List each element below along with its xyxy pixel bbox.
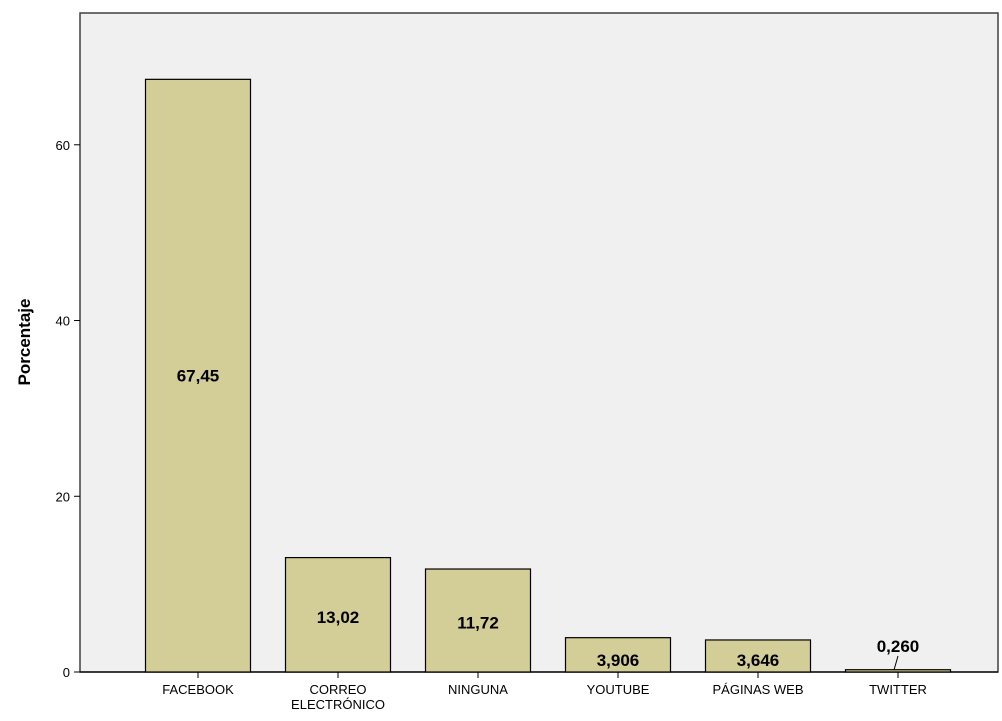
data-label: 11,72 bbox=[457, 614, 499, 633]
bar bbox=[564, 637, 672, 673]
y-axis: 0 20 40 60 bbox=[56, 138, 80, 680]
x-tick-label: YOUTUBE bbox=[587, 682, 650, 697]
y-tick-label: 40 bbox=[56, 314, 70, 329]
bar bbox=[424, 568, 532, 673]
y-tick-label: 60 bbox=[56, 138, 70, 153]
data-label: 13,02 bbox=[317, 608, 360, 627]
y-tick-label: 0 bbox=[63, 665, 70, 680]
data-label: 3,646 bbox=[737, 651, 780, 670]
bar bbox=[704, 639, 812, 673]
data-label: 0,260 bbox=[877, 637, 920, 656]
data-label: 67,45 bbox=[177, 367, 220, 386]
bar bbox=[844, 669, 952, 673]
x-tick-label: NINGUNA bbox=[448, 682, 508, 697]
x-tick-label: TWITTER bbox=[869, 682, 927, 697]
leader-line bbox=[893, 655, 899, 671]
y-axis-title: Porcentaje bbox=[15, 299, 34, 386]
x-axis: FACEBOOK CORREO ELECTRÓNICO NINGUNA YOUTUBE P… bbox=[80, 671, 998, 712]
x-tick-label: PÁGINAS WEB bbox=[712, 682, 803, 697]
data-label: 3,906 bbox=[597, 651, 640, 670]
bar bbox=[284, 556, 392, 673]
data-labels: 67,45 13,02 11,72 3,906 3,646 0,260 bbox=[177, 367, 920, 671]
x-tick-label: CORREO ELECTRÓNICO bbox=[291, 682, 385, 712]
bars bbox=[144, 78, 952, 673]
y-tick-label: 20 bbox=[56, 489, 70, 504]
bar bbox=[144, 78, 252, 673]
x-tick-label: FACEBOOK bbox=[162, 682, 234, 697]
